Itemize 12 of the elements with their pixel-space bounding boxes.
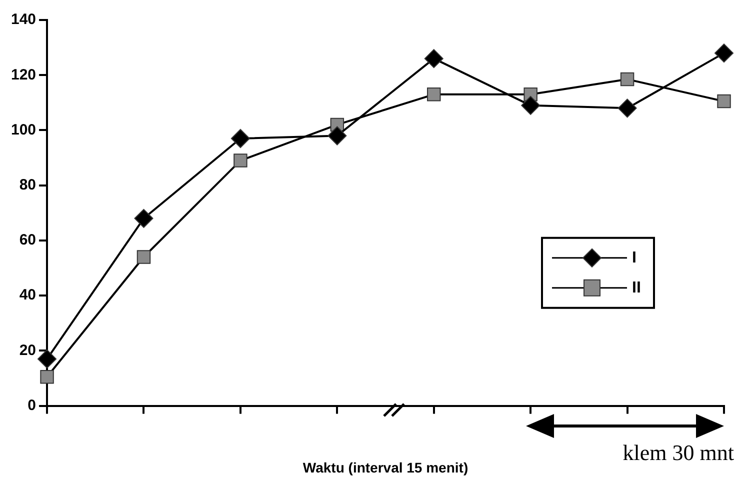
y-tick-label: 100	[10, 121, 36, 138]
y-tick-label: 80	[19, 176, 36, 194]
x-axis-title: Waktu (interval 15 menit)	[302, 459, 468, 476]
y-tick-label: 140	[10, 11, 36, 28]
legend-label: II	[632, 279, 641, 296]
y-tick-label: 120	[10, 66, 36, 84]
y-tick-label: 20	[19, 342, 36, 359]
text: klem 30 mnt	[622, 440, 734, 466]
y-tick-label: 0	[28, 396, 36, 414]
y-tick-label: 40	[19, 286, 36, 304]
y-tick-label: 60	[19, 232, 36, 249]
legend-label: I	[632, 249, 636, 266]
